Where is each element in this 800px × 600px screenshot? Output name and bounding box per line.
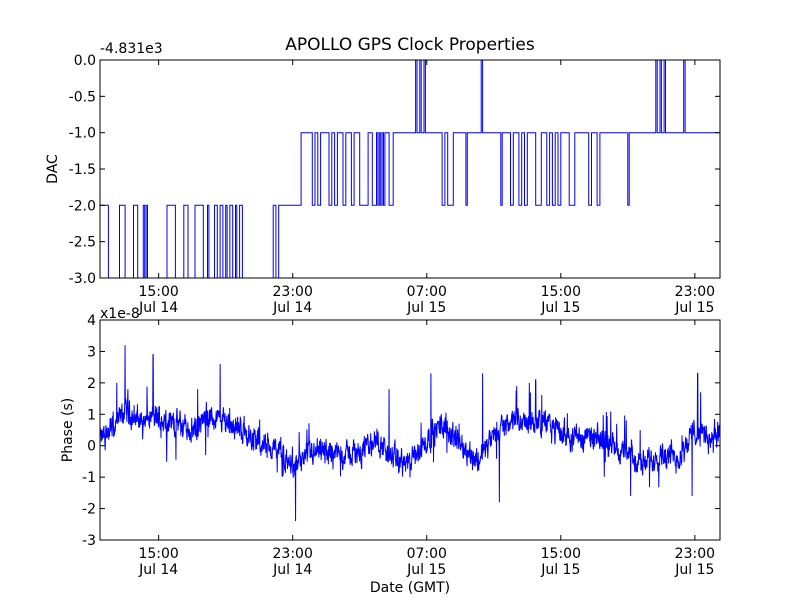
x-tick-time-label: 23:00 [273, 284, 313, 300]
y-tick-label: -2.5 [69, 235, 96, 251]
phase-y-label: Phase (s) [60, 398, 76, 462]
y-tick-label: -0.5 [69, 89, 96, 105]
y-tick-label: 3 [87, 344, 96, 360]
x-tick-time-label: 15:00 [541, 546, 581, 562]
dac-series-line [100, 60, 720, 278]
dac-y-axis: 0.0 -0.5 -1.0 -1.5 -2.0 -2.5 -3.0 [69, 53, 720, 287]
x-tick-date-label: Jul 15 [540, 300, 580, 316]
figure-title: APOLLO GPS Clock Properties [285, 35, 535, 55]
phase-series-line [100, 345, 720, 522]
y-tick-label: -2 [82, 502, 96, 518]
x-tick-date-label: Jul 15 [674, 562, 714, 578]
dac-y-label: DAC [45, 154, 61, 184]
x-tick-time-label: 15:00 [541, 284, 581, 300]
x-tick-time-label: 23:00 [273, 546, 313, 562]
y-tick-label: 1 [87, 407, 96, 423]
x-tick-date-label: Jul 14 [272, 562, 312, 578]
x-tick-time-label: 07:00 [407, 546, 447, 562]
y-tick-label: 0 [87, 439, 96, 455]
x-tick-time-label: 07:00 [407, 284, 447, 300]
y-tick-label: -3.0 [69, 271, 96, 287]
y-tick-label: -1.0 [69, 126, 96, 142]
y-tick-label: -1.5 [69, 162, 96, 178]
x-tick-time-label: 15:00 [138, 546, 178, 562]
y-tick-label: 2 [87, 376, 96, 392]
x-tick-time-label: 23:00 [675, 546, 715, 562]
phase-y-axis: 4 3 2 1 0 -1 -2 -3 [82, 313, 720, 549]
dac-offset-label: -4.831e3 [100, 41, 163, 57]
y-tick-label: -3 [82, 533, 96, 549]
x-tick-date-label: Jul 15 [674, 300, 714, 316]
x-tick-date-label: Jul 15 [540, 562, 580, 578]
x-tick-time-label: 23:00 [675, 284, 715, 300]
x-tick-date-label: Jul 15 [406, 300, 446, 316]
y-tick-label: 4 [87, 313, 96, 329]
x-tick-date-label: Jul 14 [138, 300, 178, 316]
phase-plot-frame [99, 319, 721, 541]
y-tick-label: 0.0 [74, 53, 96, 69]
phase-offset-label: x1e-8 [100, 306, 140, 322]
x-tick-date-label: Jul 14 [138, 562, 178, 578]
x-tick-time-label: 15:00 [138, 284, 178, 300]
x-tick-date-label: Jul 14 [272, 300, 312, 316]
x-tick-date-label: Jul 15 [406, 562, 446, 578]
phase-x-label: Date (GMT) [370, 580, 450, 596]
y-tick-label: -1 [82, 470, 96, 486]
y-tick-label: -2.0 [69, 198, 96, 214]
